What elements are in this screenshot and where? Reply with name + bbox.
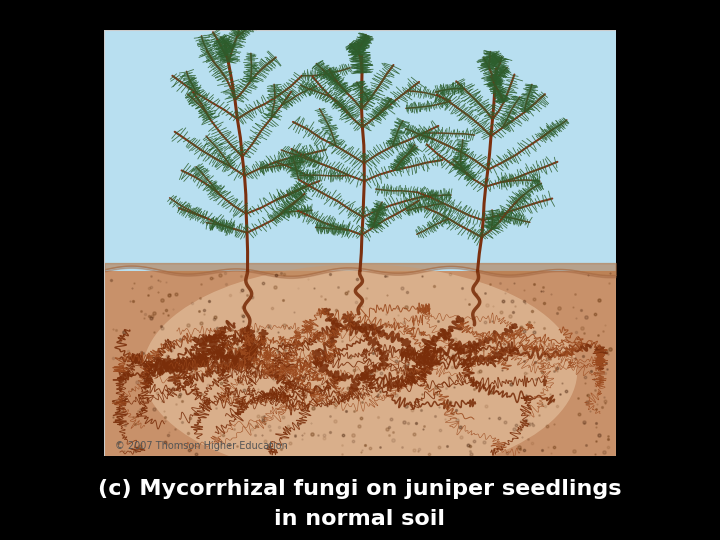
Text: © 2007 Thomson Higher Education: © 2007 Thomson Higher Education [114,441,287,451]
Bar [104,30,616,271]
Ellipse shape [143,264,577,477]
Text: (c) Mycorrhizal fungi on juniper seedlings: (c) Mycorrhizal fungi on juniper seedlin… [98,478,622,499]
Text: in normal soil: in normal soil [274,509,446,530]
Bar [104,271,616,456]
